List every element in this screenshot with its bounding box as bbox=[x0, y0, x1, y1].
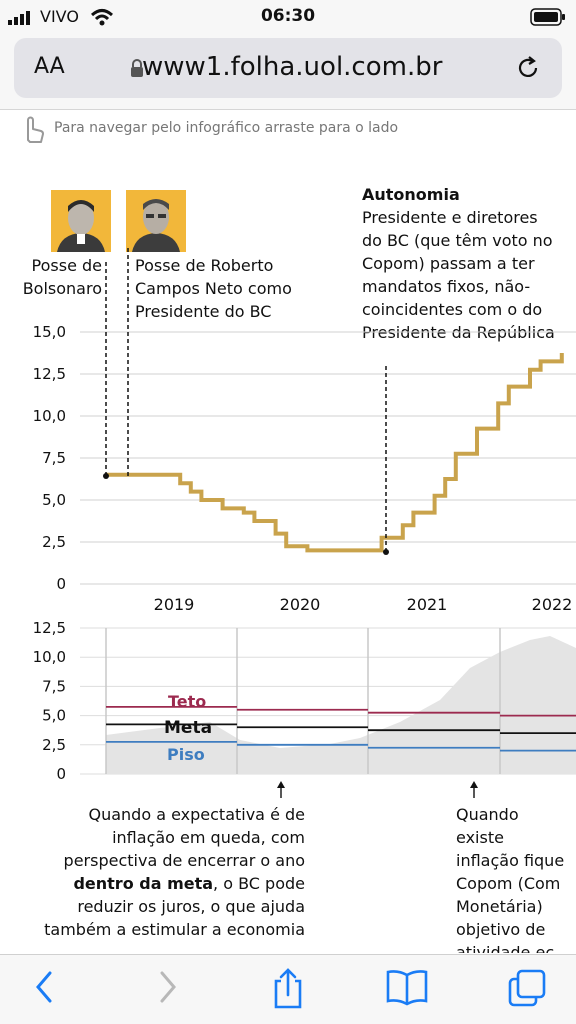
battery-icon bbox=[530, 8, 565, 26]
hand-swipe-icon bbox=[27, 116, 44, 143]
expectation-area bbox=[106, 636, 576, 774]
annotation-left-post: , o BC pode reduzir os juros, o que ajud… bbox=[44, 874, 305, 939]
event-title-autonomia: Autonomia bbox=[362, 185, 460, 204]
reload-icon[interactable] bbox=[514, 54, 542, 82]
clock: 06:30 bbox=[260, 6, 316, 26]
signal-icon bbox=[8, 11, 30, 25]
event-text-autonomia: Presidente e diretores do BC (que têm vo… bbox=[362, 208, 555, 342]
x-tick-label: 2021 bbox=[407, 595, 448, 614]
pointer-arrowhead bbox=[277, 781, 285, 788]
swipe-hint: Para navegar pelo infográfico arraste pa… bbox=[14, 112, 574, 146]
annotation-left: Quando a expectativa é de inflação em qu… bbox=[40, 803, 305, 941]
annotation-left-bold: dentro da meta bbox=[73, 874, 214, 893]
browser-toolbar bbox=[0, 954, 576, 1024]
campos-neto-portrait bbox=[126, 190, 186, 252]
legend-label-teto: Teto bbox=[168, 692, 206, 711]
carrier-label: VIVO bbox=[40, 7, 79, 26]
y-tick-label: 0 bbox=[56, 765, 66, 783]
reader-options-button[interactable]: AA bbox=[34, 54, 65, 79]
back-icon[interactable] bbox=[30, 967, 60, 1007]
bolsonaro-portrait bbox=[51, 190, 111, 252]
annotation-left-pre: Quando a expectativa é de inflação em qu… bbox=[63, 805, 305, 870]
y-tick-label: 12,5 bbox=[33, 365, 66, 383]
lock-icon bbox=[131, 59, 143, 77]
y-tick-label: 7,5 bbox=[42, 677, 66, 695]
x-tick-label: 2019 bbox=[154, 595, 195, 614]
forward-icon[interactable] bbox=[152, 967, 182, 1007]
y-tick-label: 10,0 bbox=[33, 407, 66, 425]
url-text[interactable]: www1.folha.uol.com.br bbox=[142, 52, 443, 82]
event-dot-autonomia bbox=[383, 549, 389, 555]
x-tick-label: 2022 bbox=[532, 595, 573, 614]
url-field[interactable]: AA www1.folha.uol.com.br bbox=[14, 38, 562, 98]
address-bar: AA www1.folha.uol.com.br bbox=[0, 34, 576, 110]
bookmarks-icon[interactable] bbox=[384, 967, 430, 1007]
status-bar: VIVO 06:30 bbox=[0, 0, 576, 34]
pointer-arrowhead bbox=[470, 781, 478, 788]
y-tick-label: 2,5 bbox=[42, 533, 66, 551]
event-dot-bolsonaro bbox=[103, 473, 109, 479]
wifi-icon bbox=[90, 9, 114, 26]
y-tick-label: 0 bbox=[56, 575, 66, 593]
y-tick-label: 5,0 bbox=[42, 707, 66, 725]
event-label-bolsonaro: Posse de Bolsonaro bbox=[22, 256, 102, 298]
y-tick-label: 10,0 bbox=[33, 648, 66, 666]
share-icon[interactable] bbox=[270, 967, 306, 1011]
tabs-icon[interactable] bbox=[506, 967, 548, 1009]
selic-rate-line bbox=[106, 353, 564, 553]
legend-label-meta: Meta bbox=[164, 718, 212, 738]
event-label-campos-neto: Posse de Roberto Campos Neto como Presid… bbox=[135, 256, 292, 321]
x-tick-label: 2020 bbox=[280, 595, 321, 614]
y-tick-label: 5,0 bbox=[42, 491, 66, 509]
swipe-hint-text: Para navegar pelo infográfico arraste pa… bbox=[54, 120, 399, 136]
annotation-right: Quando existe inflação fique Copom (Com … bbox=[456, 805, 565, 953]
y-tick-label: 2,5 bbox=[42, 736, 66, 754]
y-tick-label: 7,5 bbox=[42, 449, 66, 467]
y-tick-label: 15,0 bbox=[33, 323, 66, 341]
legend-label-piso: Piso bbox=[167, 745, 205, 764]
y-tick-label: 12,5 bbox=[33, 619, 66, 637]
